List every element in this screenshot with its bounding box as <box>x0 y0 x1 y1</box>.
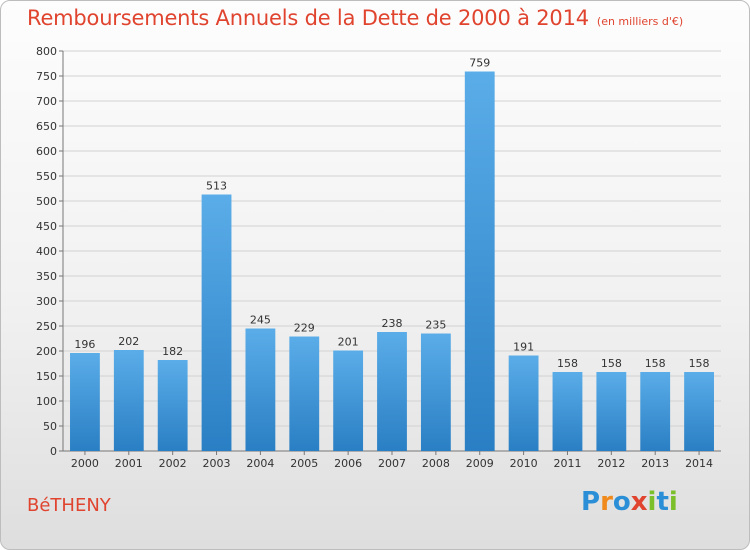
x-tick-label: 2013 <box>641 457 669 470</box>
bar <box>420 333 451 451</box>
bar-value-label: 158 <box>689 357 710 370</box>
bar <box>289 336 320 451</box>
bar <box>70 353 100 451</box>
x-tick-label: 2003 <box>203 457 231 470</box>
x-tick-label: 2010 <box>510 457 538 470</box>
y-tick-label: 600 <box>36 145 57 158</box>
x-tick-label: 2008 <box>422 457 450 470</box>
bar <box>684 372 714 451</box>
bar-value-label: 158 <box>557 357 578 370</box>
bar-value-label: 238 <box>382 317 403 330</box>
bar <box>377 332 407 451</box>
x-tick-label: 2002 <box>159 457 187 470</box>
y-tick-label: 150 <box>36 370 57 383</box>
x-tick-label: 2006 <box>334 457 362 470</box>
y-tick-label: 800 <box>36 45 57 58</box>
bar-value-label: 158 <box>645 357 666 370</box>
bar-value-label: 201 <box>338 336 359 349</box>
logo-letter: x <box>630 487 648 517</box>
x-tick-label: 2011 <box>553 457 581 470</box>
bar-value-label: 182 <box>162 345 183 358</box>
bar <box>245 328 276 451</box>
bar-value-label: 158 <box>601 357 622 370</box>
y-tick-label: 550 <box>36 170 57 183</box>
bar <box>201 194 232 451</box>
x-tick-label: 2004 <box>246 457 274 470</box>
y-tick-label: 650 <box>36 120 57 133</box>
bar-value-label: 191 <box>513 341 534 354</box>
bar <box>508 355 539 451</box>
y-tick-label: 450 <box>36 220 57 233</box>
x-tick-label: 2014 <box>685 457 713 470</box>
x-tick-label: 2005 <box>290 457 318 470</box>
y-tick-label: 100 <box>36 395 57 408</box>
logo-letter: i <box>668 487 678 517</box>
bar-value-label: 513 <box>206 180 227 193</box>
bar <box>596 372 627 451</box>
logo-letter: i <box>647 487 657 517</box>
x-tick-label: 2012 <box>597 457 625 470</box>
y-tick-label: 750 <box>36 70 57 83</box>
y-tick-label: 350 <box>36 270 57 283</box>
logo-letter: r <box>600 487 613 517</box>
logo-letter: o <box>612 487 631 517</box>
bar-value-label: 235 <box>425 319 446 332</box>
bar-value-label: 245 <box>250 314 271 327</box>
bar <box>552 372 583 451</box>
proxiti-logo: Proxiti <box>581 487 678 517</box>
logo-letter: t <box>656 487 669 517</box>
bar-value-label: 202 <box>118 335 139 348</box>
logo-letter: P <box>581 487 601 517</box>
chart-title: Remboursements Annuels de la Dette de 20… <box>27 6 683 30</box>
y-tick-label: 400 <box>36 245 57 258</box>
bar <box>464 71 495 451</box>
bar <box>640 372 671 451</box>
commune-name: BéTHENY <box>27 495 111 516</box>
y-tick-label: 700 <box>36 95 57 108</box>
y-tick-label: 250 <box>36 320 57 333</box>
bar-value-label: 196 <box>74 338 95 351</box>
bar <box>157 360 188 451</box>
bar-value-label: 229 <box>294 322 315 335</box>
y-tick-label: 200 <box>36 345 57 358</box>
y-tick-label: 0 <box>50 445 57 458</box>
bar <box>333 350 364 451</box>
bar <box>113 350 144 451</box>
y-tick-label: 500 <box>36 195 57 208</box>
x-tick-label: 2001 <box>115 457 143 470</box>
x-tick-label: 2009 <box>466 457 494 470</box>
y-tick-label: 300 <box>36 295 57 308</box>
x-tick-label: 2000 <box>71 457 99 470</box>
chart-title-main: Remboursements Annuels de la Dette de 20… <box>27 6 589 30</box>
chart-unit: (en milliers d'€) <box>596 15 684 28</box>
x-tick-label: 2007 <box>378 457 406 470</box>
y-tick-label: 50 <box>43 420 57 433</box>
bar-value-label: 759 <box>469 57 490 70</box>
